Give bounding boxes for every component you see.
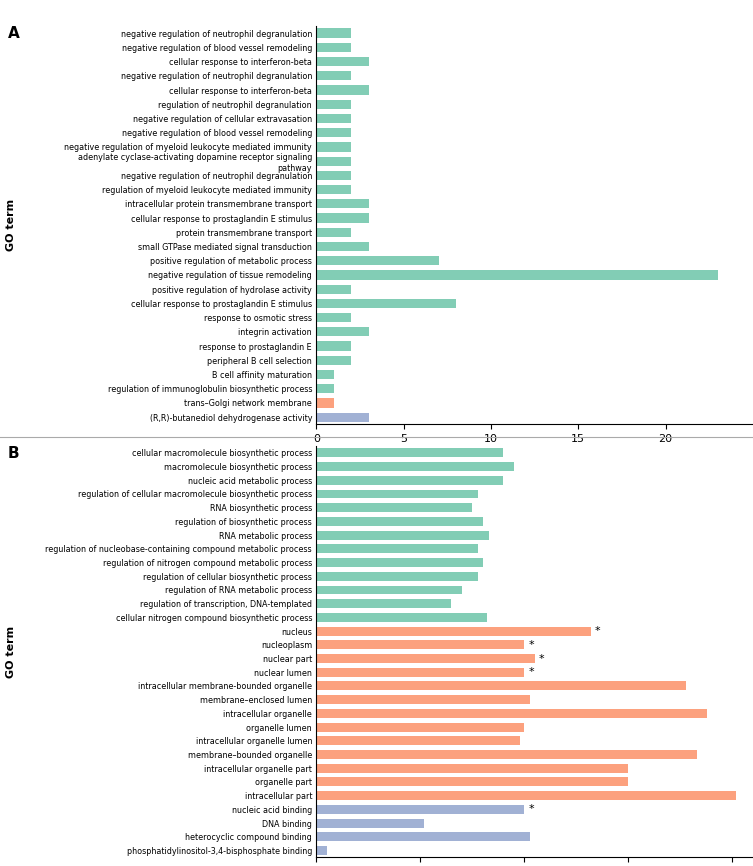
X-axis label: Number of genes: Number of genes xyxy=(481,449,588,460)
Bar xyxy=(316,412,369,422)
Bar xyxy=(316,695,530,704)
Bar xyxy=(316,778,628,786)
Text: *: * xyxy=(529,667,534,677)
Bar xyxy=(316,370,334,379)
Bar xyxy=(316,627,591,636)
Bar xyxy=(316,818,425,828)
Bar xyxy=(316,805,524,814)
Bar xyxy=(316,341,351,351)
Text: GO term: GO term xyxy=(6,625,17,678)
Bar xyxy=(316,682,687,690)
Bar xyxy=(316,503,472,512)
Bar xyxy=(316,270,718,280)
Bar xyxy=(316,545,478,553)
Text: A: A xyxy=(8,26,20,41)
Bar xyxy=(316,736,520,746)
Bar xyxy=(316,71,351,81)
Bar xyxy=(316,398,334,408)
Bar xyxy=(316,613,486,622)
Text: GO term: GO term xyxy=(6,199,17,251)
Bar xyxy=(316,171,351,180)
Bar xyxy=(316,100,351,109)
Bar xyxy=(316,42,351,52)
Bar xyxy=(316,722,524,732)
Bar xyxy=(316,57,369,66)
Text: *: * xyxy=(529,805,534,814)
Bar xyxy=(316,299,456,308)
Bar xyxy=(316,228,351,237)
Bar xyxy=(316,462,514,471)
Bar xyxy=(316,86,369,94)
Bar xyxy=(316,792,736,800)
Bar xyxy=(316,29,351,38)
Bar xyxy=(316,128,351,138)
Bar xyxy=(316,199,369,209)
Bar xyxy=(316,750,697,759)
Bar xyxy=(316,668,524,676)
Bar xyxy=(316,142,351,152)
Bar xyxy=(316,313,351,322)
Bar xyxy=(316,489,478,499)
Text: *: * xyxy=(539,654,544,663)
Bar xyxy=(316,242,369,251)
Bar xyxy=(316,285,351,294)
Bar xyxy=(316,475,504,485)
Bar xyxy=(316,599,452,608)
Bar xyxy=(316,517,483,526)
Bar xyxy=(316,449,504,457)
Bar xyxy=(316,356,351,365)
Bar xyxy=(316,256,438,265)
Bar xyxy=(316,654,535,663)
Bar xyxy=(316,113,351,123)
Bar xyxy=(316,558,483,567)
Bar xyxy=(316,709,707,718)
Bar xyxy=(316,846,327,855)
Bar xyxy=(316,185,351,194)
Text: B: B xyxy=(8,446,19,461)
Bar xyxy=(316,572,478,581)
Bar xyxy=(316,832,530,841)
Bar xyxy=(316,327,369,337)
Bar xyxy=(316,640,524,650)
Text: *: * xyxy=(595,626,601,637)
Bar xyxy=(316,585,462,594)
Bar xyxy=(316,764,628,772)
Bar xyxy=(316,385,334,393)
Bar xyxy=(316,157,351,165)
Text: *: * xyxy=(529,640,534,650)
Bar xyxy=(316,531,489,540)
Bar xyxy=(316,213,369,223)
